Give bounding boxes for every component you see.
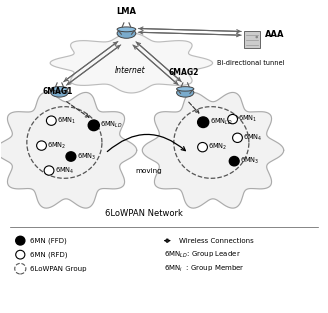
- Polygon shape: [50, 33, 213, 93]
- Polygon shape: [142, 92, 284, 208]
- Ellipse shape: [117, 28, 136, 38]
- Text: 6LoWPAN Group: 6LoWPAN Group: [30, 266, 87, 272]
- Text: 6MN$_i$  : Group Member: 6MN$_i$ : Group Member: [164, 264, 245, 274]
- Text: 6MAG2: 6MAG2: [168, 68, 199, 77]
- Text: Internet: Internet: [114, 66, 145, 75]
- Ellipse shape: [176, 87, 194, 91]
- Circle shape: [44, 166, 54, 175]
- Text: Wireless Connections: Wireless Connections: [179, 238, 254, 244]
- Circle shape: [233, 133, 242, 142]
- Text: AAA: AAA: [265, 29, 284, 38]
- Text: moving: moving: [135, 167, 162, 173]
- Ellipse shape: [117, 27, 136, 32]
- Ellipse shape: [51, 88, 68, 97]
- Circle shape: [229, 156, 239, 166]
- Text: 6MN$_3$: 6MN$_3$: [77, 151, 96, 162]
- Circle shape: [256, 36, 258, 38]
- Text: 6MN$_{LD}$: Group Leader: 6MN$_{LD}$: Group Leader: [164, 249, 241, 260]
- Text: 6MAG1: 6MAG1: [43, 87, 73, 95]
- Text: 6MN$_4$: 6MN$_4$: [55, 166, 74, 176]
- Text: 6MN$_4$: 6MN$_4$: [243, 133, 263, 143]
- Text: 6MN$_2$: 6MN$_2$: [208, 142, 228, 152]
- Text: Bi-directional tunnel: Bi-directional tunnel: [217, 60, 285, 66]
- Text: 6MN (RFD): 6MN (RFD): [30, 251, 68, 258]
- Circle shape: [66, 152, 76, 161]
- Text: LMA: LMA: [116, 7, 136, 16]
- Ellipse shape: [176, 88, 194, 97]
- Text: 6MN$_{LD}$: 6MN$_{LD}$: [100, 120, 123, 130]
- Text: 6MN (FFD): 6MN (FFD): [30, 237, 67, 244]
- Circle shape: [16, 236, 25, 245]
- Ellipse shape: [51, 87, 68, 91]
- Polygon shape: [0, 92, 137, 208]
- Text: 6MN$_2$: 6MN$_2$: [48, 141, 67, 151]
- Circle shape: [228, 115, 237, 124]
- Text: 6MN$_{LD}$: 6MN$_{LD}$: [210, 117, 233, 127]
- Text: 6MN$_1$: 6MN$_1$: [238, 114, 258, 124]
- Circle shape: [47, 116, 56, 125]
- Circle shape: [198, 117, 209, 127]
- Circle shape: [198, 142, 207, 152]
- Text: 6LoWPAN Network: 6LoWPAN Network: [106, 209, 183, 218]
- Bar: [244, 31, 260, 48]
- Text: 6MN$_1$: 6MN$_1$: [57, 115, 77, 126]
- Circle shape: [37, 141, 47, 150]
- Text: 6MN$_3$: 6MN$_3$: [240, 156, 260, 166]
- Circle shape: [16, 250, 25, 259]
- Circle shape: [88, 120, 99, 131]
